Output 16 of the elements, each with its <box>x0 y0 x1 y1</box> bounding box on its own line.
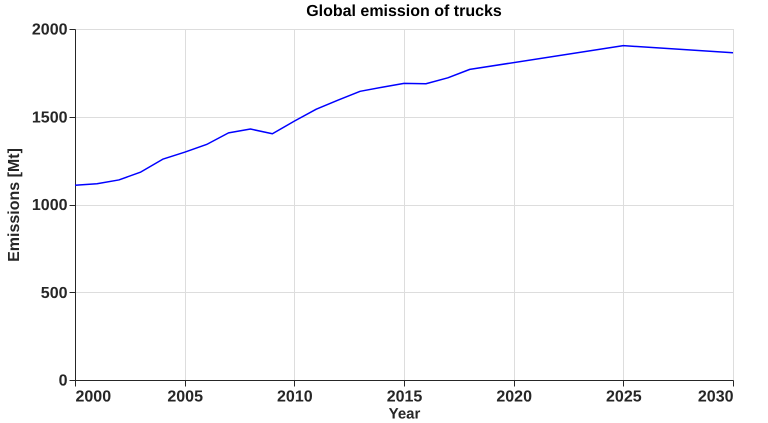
x-tick-label: 2000 <box>76 388 112 406</box>
y-tick-label: 500 <box>40 284 68 302</box>
chart-title: Global emission of trucks <box>306 3 502 20</box>
line-series <box>74 44 734 186</box>
x-tick-label: 2010 <box>277 388 313 406</box>
y-tick-label: 1000 <box>32 197 68 214</box>
x-tick-label: 2025 <box>606 388 642 406</box>
x-tick-label: 2020 <box>496 388 532 406</box>
x-tick-label: 2030 <box>698 388 734 406</box>
y-tick-label: 2000 <box>32 22 68 38</box>
x-tick-label: 2005 <box>167 388 204 406</box>
y-tick-label: 1500 <box>32 109 68 126</box>
x-tick-label: 2015 <box>386 388 422 406</box>
x-axis-title: Year <box>388 406 421 422</box>
y-tick-label: 0 <box>58 372 68 390</box>
y-axis-title: Emissions [Mt] <box>6 148 23 262</box>
